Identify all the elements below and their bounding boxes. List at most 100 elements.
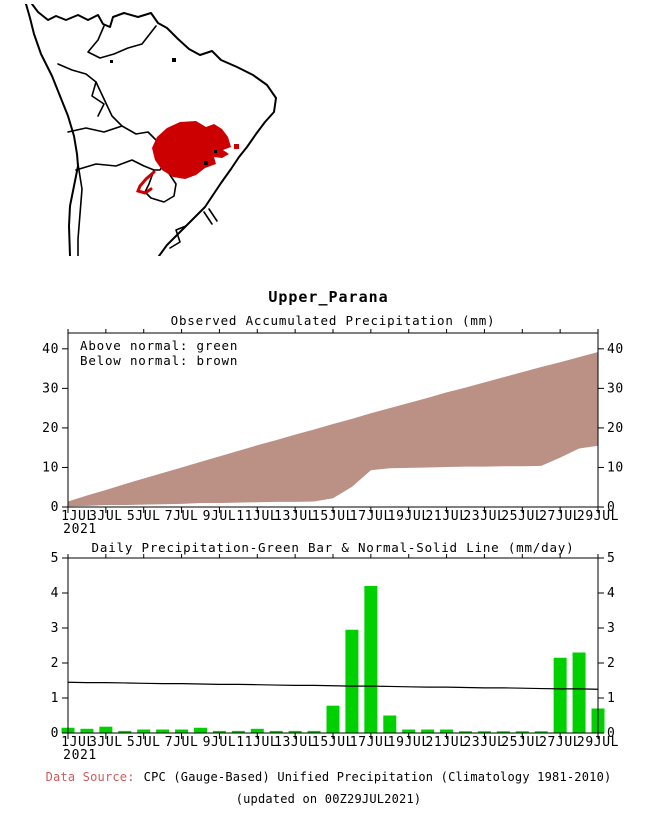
accum-chart-svg: Observed Accumulated Precipitation (mm) 0…: [42, 313, 624, 537]
border-venezuela: [87, 25, 157, 59]
map-dot: [110, 60, 113, 63]
data-source-label: Data Source:: [45, 770, 135, 784]
precip-bar-day4: [118, 730, 132, 733]
x-tick-label: 19JUL: [388, 735, 430, 750]
x-tick-label: 1JUL: [61, 735, 95, 750]
precip-bar-day11: [250, 728, 264, 733]
border-bolivia-north: [67, 125, 159, 151]
x-tick-label: 1JUL: [61, 509, 95, 524]
data-source-text: CPC (Gauge-Based) Unified Precipitation …: [143, 770, 612, 784]
y-tick-label-right: 5: [607, 551, 615, 566]
x-tick-label: 17JUL: [350, 509, 392, 524]
y-tick-label-left: 0: [51, 726, 59, 741]
x-year-label: 2021: [63, 748, 97, 763]
precip-bar-day17: [364, 586, 378, 733]
x-tick-label: 23JUL: [463, 509, 505, 524]
footer: Data Source: CPC (Gauge-Based) Unified Pr…: [0, 770, 657, 806]
below-normal-band: [68, 351, 598, 507]
precip-bar-day18: [383, 715, 397, 733]
x-tick-label: 15JUL: [312, 509, 354, 524]
y-tick-label-right: 40: [607, 342, 624, 357]
y-tick-label-left: 10: [42, 460, 59, 475]
upper-parana-region-tail: [135, 170, 156, 195]
y-tick-label-left: 30: [42, 381, 59, 396]
lagoon-lines: [203, 208, 218, 225]
x-tick-label: 17JUL: [350, 735, 392, 750]
precip-bar-day28: [572, 652, 586, 733]
legend-line: Below normal: brown: [80, 353, 238, 368]
legend-line: Above normal: green: [80, 338, 238, 353]
x-year-label: 2021: [63, 522, 97, 537]
precip-bar-day15: [326, 705, 340, 733]
border-bolivia-south: [75, 159, 155, 171]
y-tick-label-left: 0: [51, 500, 59, 515]
x-tick-label: 3JUL: [89, 509, 123, 524]
x-tick-label: 21JUL: [426, 735, 468, 750]
daily-precip-bars: [61, 586, 605, 733]
precip-bar-day8: [194, 727, 207, 733]
y-tick-label-right: 20: [607, 421, 624, 436]
precip-bar-day2: [80, 728, 94, 733]
updated-timestamp: (updated on 00Z29JUL2021): [235, 792, 422, 806]
x-tick-label: 19JUL: [388, 509, 430, 524]
precip-bar-day7: [175, 729, 189, 733]
y-tick-label-right: 10: [607, 460, 624, 475]
precip-bar-day9: [212, 730, 226, 733]
y-tick-label-right: 4: [607, 586, 615, 601]
precip-bar-day27: [553, 657, 567, 733]
y-tick-label-right: 30: [607, 381, 624, 396]
precip-bar-day24: [496, 731, 510, 733]
precip-bar-day20: [421, 729, 435, 733]
y-tick-label-left: 4: [51, 586, 59, 601]
map-dot: [172, 58, 176, 62]
x-tick-label: 3JUL: [89, 735, 123, 750]
region-speck: [234, 144, 239, 149]
y-tick-label-left: 2: [51, 656, 59, 671]
precip-bar-day14: [307, 730, 321, 733]
x-tick-label: 11JUL: [236, 735, 278, 750]
y-tick-label-right: 1: [607, 691, 615, 706]
x-tick-label: 5JUL: [127, 735, 161, 750]
precip-bar-day13: [288, 730, 302, 733]
chart-title: Observed Accumulated Precipitation (mm): [171, 313, 496, 328]
x-tick-label: 5JUL: [127, 509, 161, 524]
normal-line: [67, 681, 599, 690]
chart-title: Daily Precipitation-Green Bar & Normal-S…: [92, 540, 575, 555]
border-chile-argentina: [77, 163, 83, 257]
x-tick-label: 13JUL: [274, 735, 316, 750]
x-tick-label: 29JUL: [577, 509, 619, 524]
x-tick-label: 7JUL: [165, 509, 199, 524]
precip-bar-day25: [515, 731, 529, 733]
map-coastline-pacific: [25, 3, 79, 257]
precip-bar-day19: [402, 729, 416, 733]
map-dot: [204, 161, 208, 165]
y-tick-label-left: 5: [51, 551, 59, 566]
x-tick-label: 21JUL: [426, 509, 468, 524]
precip-bar-day22: [459, 731, 472, 733]
y-tick-label-left: 3: [51, 621, 59, 636]
x-tick-label: 23JUL: [463, 735, 505, 750]
accumulated-precip-chart: Observed Accumulated Precipitation (mm) 0…: [0, 308, 657, 540]
precip-bar-day21: [440, 729, 454, 733]
precip-bar-day12: [269, 730, 283, 733]
y-tick-label-right: 2: [607, 656, 615, 671]
precip-bar-day16: [345, 629, 359, 733]
y-tick-label-right: 3: [607, 621, 615, 636]
y-tick-label-left: 1: [51, 691, 59, 706]
x-tick-label: 13JUL: [274, 509, 316, 524]
x-tick-label: 27JUL: [539, 735, 581, 750]
precip-bar-day26: [534, 731, 548, 733]
x-tick-label: 9JUL: [203, 509, 237, 524]
x-tick-label: 25JUL: [501, 509, 543, 524]
upper-parana-region-highlight: [152, 121, 231, 179]
precip-bar-day23: [477, 731, 491, 733]
y-tick-label-left: 40: [42, 342, 59, 357]
border-peru-brazil: [95, 81, 123, 127]
precip-bar-day10: [231, 730, 245, 733]
daily-chart-svg: Daily Precipitation-Green Bar & Normal-S…: [51, 540, 619, 763]
precip-bar-day6: [156, 729, 170, 733]
y-tick-label-right: 0: [607, 500, 615, 515]
x-tick-label: 27JUL: [539, 509, 581, 524]
x-tick-label: 29JUL: [577, 735, 619, 750]
